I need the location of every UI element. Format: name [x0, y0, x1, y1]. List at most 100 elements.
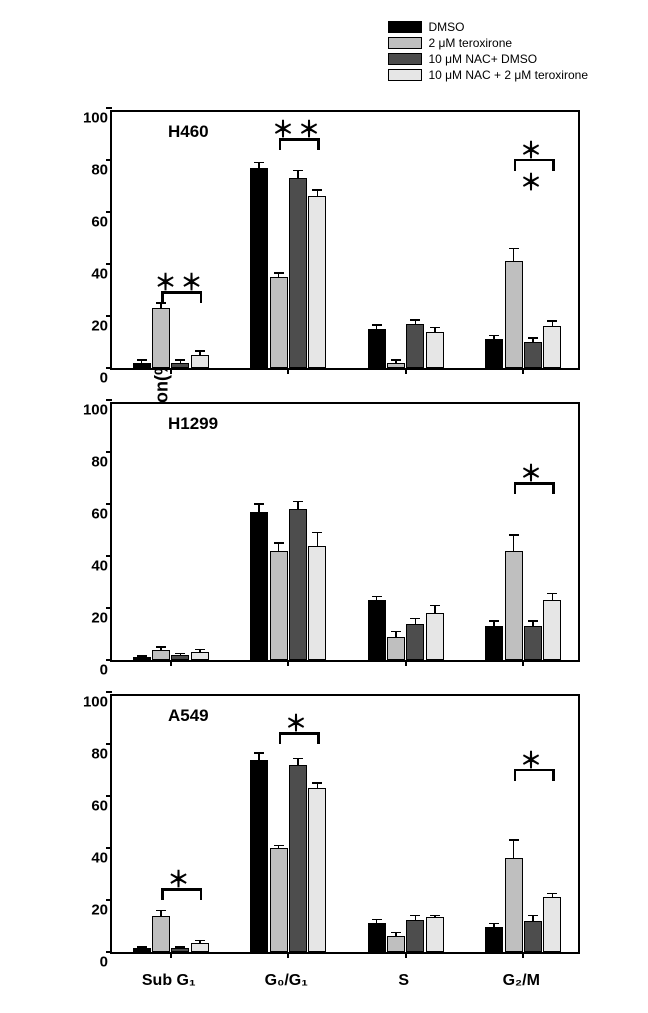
error-bar-cap — [254, 162, 264, 164]
y-tick-mark — [106, 367, 112, 369]
error-bar-cap — [137, 655, 147, 657]
y-tick-mark — [106, 607, 112, 609]
x-tick-mark — [522, 952, 524, 958]
y-tick-mark — [106, 211, 112, 213]
error-bar-cap — [391, 932, 401, 934]
significance-bracket — [161, 888, 164, 900]
bar — [368, 923, 386, 952]
error-bar-cap — [547, 320, 557, 322]
x-axis-label: Sub G₁ — [142, 972, 196, 990]
y-tick-mark — [106, 399, 112, 401]
legend-item: 10 μM NAC+ DMSO — [388, 52, 588, 66]
error-bar-cap — [254, 503, 264, 505]
error-bar — [297, 758, 299, 765]
bar — [191, 652, 209, 660]
y-tick-label: 40 — [64, 558, 108, 575]
bar — [191, 943, 209, 952]
y-tick-mark — [106, 315, 112, 317]
bar — [387, 637, 405, 660]
chart-panel: H1299020406080100＊ — [110, 402, 580, 662]
y-tick-label: 40 — [64, 266, 108, 283]
error-bar — [160, 303, 162, 308]
bar — [426, 917, 444, 952]
error-bar-cap — [274, 845, 284, 847]
y-tick-label: 100 — [64, 694, 108, 711]
error-bar-cap — [410, 618, 420, 620]
bar — [426, 332, 444, 368]
bar — [505, 858, 523, 952]
bar — [270, 277, 288, 368]
bar — [485, 339, 503, 368]
y-tick-mark — [106, 899, 112, 901]
error-bar — [532, 916, 534, 921]
bar — [543, 897, 561, 952]
chart-panel: A549020406080100＊＊＊ — [110, 694, 580, 954]
y-tick-mark — [106, 451, 112, 453]
error-bar-cap — [489, 620, 499, 622]
error-bar — [317, 783, 319, 788]
bar — [524, 626, 542, 660]
error-bar-cap — [489, 335, 499, 337]
error-bar-cap — [137, 946, 147, 948]
bar — [289, 178, 307, 368]
error-bar-cap — [195, 350, 205, 352]
significance-bracket — [200, 888, 203, 900]
y-tick-label: 80 — [64, 162, 108, 179]
y-tick-label: 20 — [64, 610, 108, 627]
error-bar-cap — [175, 653, 185, 655]
error-bar-cap — [528, 915, 538, 917]
error-bar — [513, 535, 515, 551]
error-bar-cap — [137, 359, 147, 361]
significance-label: ＊＊ — [272, 112, 324, 144]
legend-swatch — [388, 37, 422, 49]
y-tick-label: 80 — [64, 746, 108, 763]
x-tick-mark — [522, 368, 524, 374]
bar — [133, 948, 151, 952]
significance-label: ＊ — [520, 743, 546, 775]
x-tick-mark — [522, 660, 524, 666]
bar — [543, 326, 561, 368]
error-bar-cap — [175, 359, 185, 361]
significance-bracket — [552, 769, 555, 781]
y-tick-mark — [106, 951, 112, 953]
bar — [191, 355, 209, 368]
error-bar-cap — [293, 758, 303, 760]
legend-label: DMSO — [428, 20, 464, 34]
error-bar-cap — [274, 272, 284, 274]
x-axis-label: G₂/M — [503, 972, 540, 990]
bar — [250, 760, 268, 952]
bar — [133, 363, 151, 368]
bar — [171, 655, 189, 660]
y-tick-label: 80 — [64, 454, 108, 471]
error-bar-cap — [489, 923, 499, 925]
error-bar — [297, 170, 299, 178]
bar — [485, 626, 503, 660]
panel-title: H460 — [168, 122, 209, 142]
error-bar-cap — [410, 915, 420, 917]
error-bar — [317, 190, 319, 197]
error-bar-cap — [430, 605, 440, 607]
bar — [387, 936, 405, 952]
significance-bracket — [279, 732, 282, 744]
error-bar-cap — [254, 752, 264, 754]
bar — [308, 546, 326, 660]
bar — [505, 551, 523, 660]
error-bar-cap — [547, 893, 557, 895]
y-tick-mark — [106, 659, 112, 661]
error-bar-cap — [509, 248, 519, 250]
error-bar — [317, 533, 319, 546]
y-tick-label: 0 — [64, 662, 108, 679]
error-bar-cap — [547, 593, 557, 595]
bar — [485, 927, 503, 952]
y-tick-mark — [106, 795, 112, 797]
y-tick-label: 60 — [64, 506, 108, 523]
panel-title: H1299 — [168, 414, 218, 434]
error-bar-cap — [175, 946, 185, 948]
bar — [250, 512, 268, 660]
bar — [308, 788, 326, 952]
x-tick-mark — [287, 952, 289, 958]
error-bar-cap — [391, 631, 401, 633]
bar — [270, 551, 288, 660]
y-tick-mark — [106, 159, 112, 161]
y-tick-label: 40 — [64, 850, 108, 867]
